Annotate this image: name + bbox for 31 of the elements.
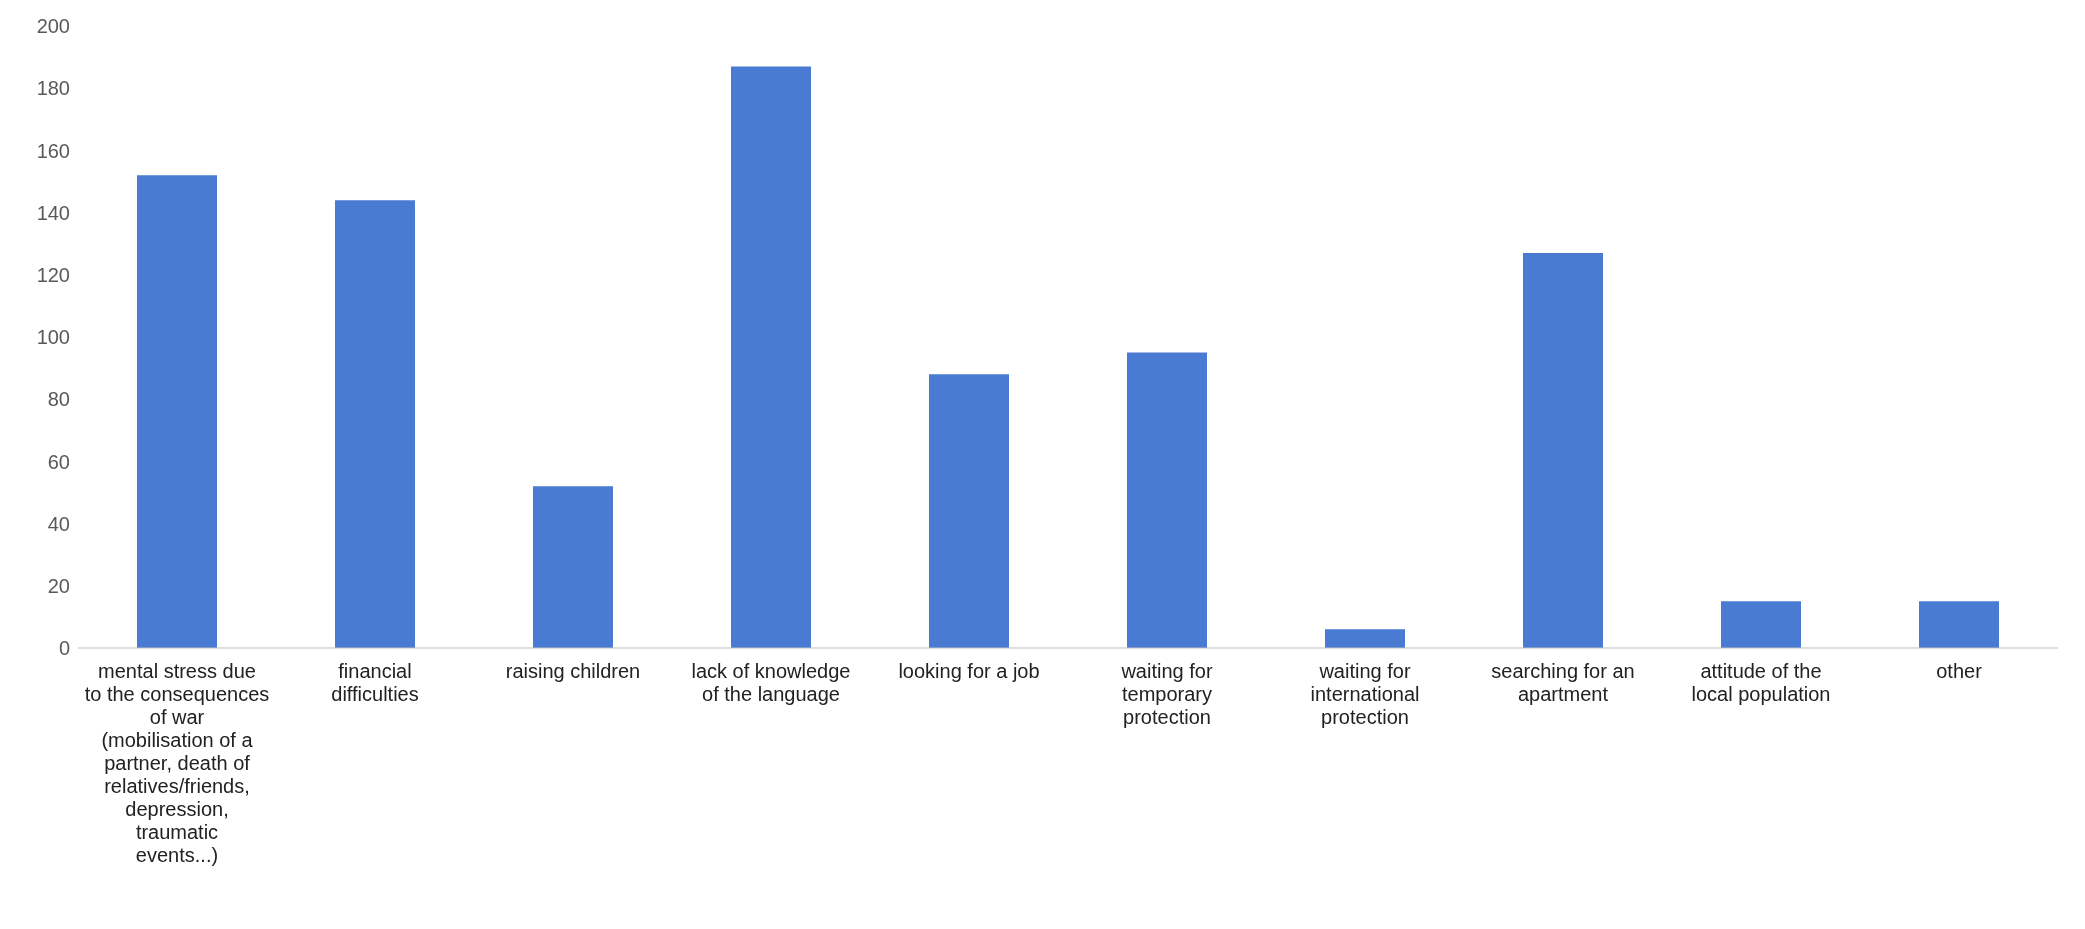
bar	[1325, 629, 1405, 648]
bar	[731, 66, 811, 648]
y-tick-label: 200	[36, 15, 70, 38]
y-tick-label: 100	[36, 326, 70, 349]
x-tick-label: other	[1936, 660, 1983, 682]
y-tick-label: 160	[36, 139, 70, 162]
x-tick-label: raising children	[505, 660, 641, 682]
y-tick-label: 80	[47, 388, 70, 411]
x-tick-label: financial difficulties	[331, 660, 419, 705]
x-tick-label: attitude of the local population	[1691, 660, 1831, 705]
y-tick-label: 0	[58, 637, 70, 660]
y-tick-label: 180	[36, 77, 70, 100]
y-tick-label: 20	[47, 574, 70, 597]
bar	[1127, 352, 1207, 648]
bar	[533, 486, 613, 648]
bar	[137, 175, 217, 648]
bar	[1919, 601, 1999, 648]
x-tick-label: looking for a job	[898, 660, 1040, 682]
x-tick-label: waiting for temporary protection	[1120, 660, 1213, 728]
y-tick-label: 140	[36, 201, 70, 224]
x-tick-label: lack of knowledge of the language	[691, 660, 851, 705]
y-tick-label: 120	[36, 263, 70, 286]
bar	[335, 200, 415, 648]
bar	[929, 374, 1009, 648]
x-tick-label: waiting for international protection	[1310, 660, 1420, 728]
category-label: mental stress due to the consequences of war (mobilisation of a partner, death of relatives/friends, depression, traumatic events...)	[84, 660, 270, 866]
y-tick-label: 40	[47, 512, 70, 535]
x-tick-label: searching for an apartment	[1491, 660, 1635, 705]
bar	[1721, 601, 1801, 648]
y-tick-label: 60	[47, 450, 70, 473]
bar	[1523, 253, 1603, 648]
